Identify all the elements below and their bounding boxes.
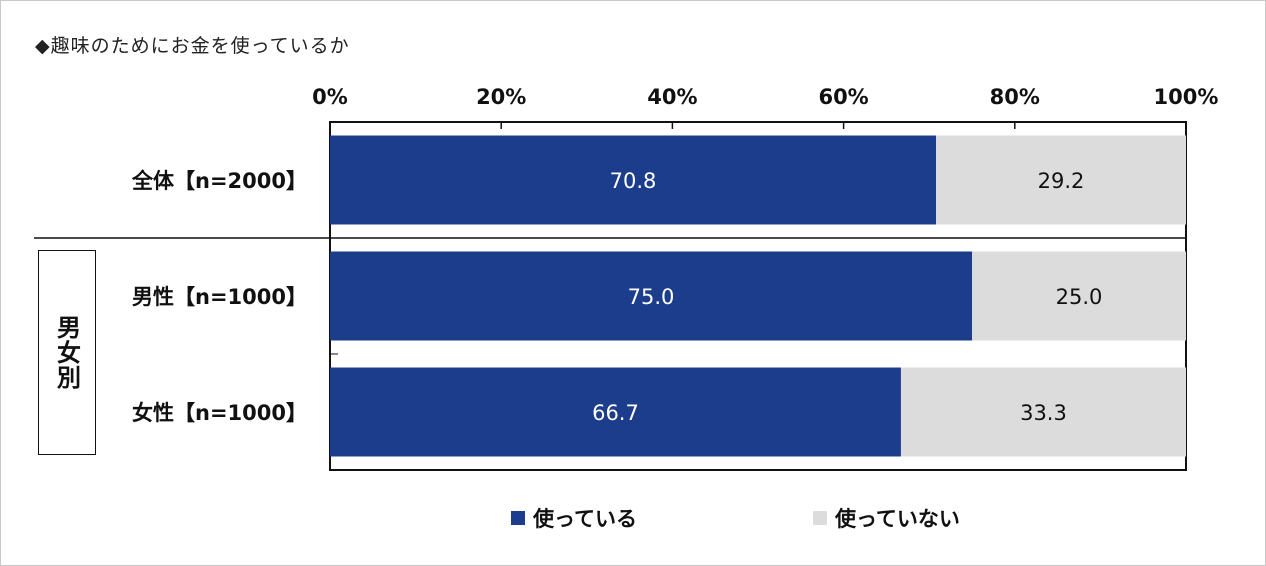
data-label: 33.3 xyxy=(1020,401,1067,425)
data-label: 25.0 xyxy=(1056,285,1103,309)
category-label: 全体【n=2000】 xyxy=(131,169,307,193)
data-label: 75.0 xyxy=(628,285,675,309)
legend: 使っている 使っていない xyxy=(511,503,960,533)
bar-segment xyxy=(330,135,937,225)
x-tick-label: 0% xyxy=(312,85,348,109)
bar-segment xyxy=(330,251,972,341)
category-label: 男性【n=1000】 xyxy=(132,285,307,309)
legend-label-not-using: 使っていない xyxy=(834,507,960,531)
legend-item-using: 使っている xyxy=(511,503,637,533)
x-tick-label: 80% xyxy=(990,85,1040,109)
bar-segment xyxy=(972,251,1186,341)
x-tick-label: 60% xyxy=(818,85,868,109)
legend-label-using: 使っている xyxy=(533,507,637,531)
bar-segment xyxy=(330,367,901,457)
category-label: 女性【n=1000】 xyxy=(132,401,307,425)
bar-segment xyxy=(936,135,1186,225)
legend-swatch-using xyxy=(511,511,525,525)
data-label: 66.7 xyxy=(592,401,639,425)
data-label: 29.2 xyxy=(1038,169,1085,193)
data-label: 70.8 xyxy=(610,169,657,193)
x-tick-label: 20% xyxy=(476,85,526,109)
x-tick-label: 100% xyxy=(1154,85,1219,109)
chart-title: ◆趣味のためにお金を使っているか xyxy=(35,35,350,57)
group-label: 男女別 xyxy=(52,315,81,390)
x-tick-label: 40% xyxy=(647,85,697,109)
group-box: 男女別 xyxy=(38,250,96,455)
legend-item-not-using: 使っていない xyxy=(812,503,960,533)
bar-segment xyxy=(900,367,1186,457)
legend-swatch-not-using xyxy=(812,511,827,525)
